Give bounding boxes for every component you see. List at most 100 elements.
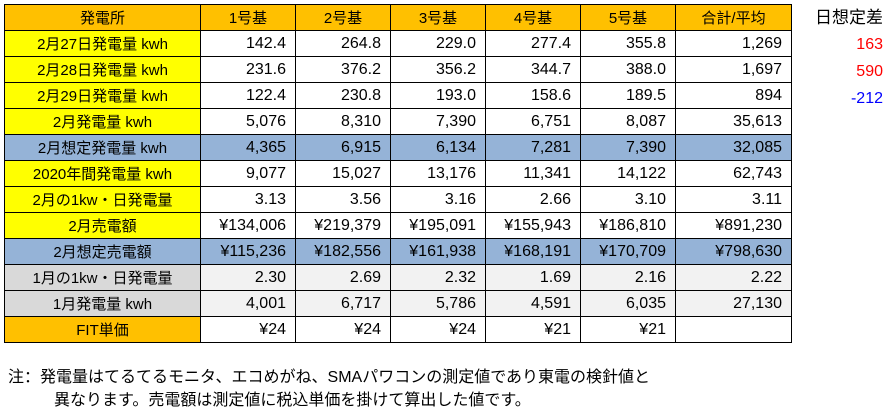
data-cell: 344.7 — [485, 56, 581, 83]
footnote-line-2: 異なります。売電額は測定値に税込単価を掛けて算出した値です。 — [54, 392, 531, 409]
header-total-average: 合計/平均 — [675, 4, 792, 31]
data-cell: 8,310 — [295, 108, 391, 135]
data-cell: ¥24 — [390, 316, 486, 343]
data-cell: 6,915 — [295, 134, 391, 161]
data-cell: ¥24 — [200, 316, 296, 343]
data-cell: 2.22 — [675, 264, 792, 291]
row-label: 2月27日発電量 kwh — [4, 30, 201, 57]
data-cell: 376.2 — [295, 56, 391, 83]
data-cell: 62,743 — [675, 160, 792, 187]
row-label: 2月想定発電量 kwh — [4, 134, 201, 161]
data-cell: 1,697 — [675, 56, 792, 83]
data-cell: 142.4 — [200, 30, 296, 57]
table-row-feb29-generation: 2月29日発電量 kwh 122.4 230.8 193.0 158.6 189… — [4, 82, 792, 109]
daily-diff-value-feb28: 590 — [856, 63, 883, 80]
table-row-feb-sales: 2月売電額 ¥134,006 ¥219,379 ¥195,091 ¥155,94… — [4, 212, 792, 239]
data-cell: ¥186,810 — [580, 212, 676, 239]
data-cell: 355.8 — [580, 30, 676, 57]
daily-expected-diff-panel: 日想定差 163 590 -212 — [793, 4, 887, 112]
data-cell: 229.0 — [390, 30, 486, 57]
data-cell: 4,591 — [485, 290, 581, 317]
data-cell: 2.69 — [295, 264, 391, 291]
data-cell: 1.69 — [485, 264, 581, 291]
data-cell: 2.32 — [390, 264, 486, 291]
row-label: FIT単価 — [4, 316, 201, 343]
data-cell: 3.56 — [295, 186, 391, 213]
data-cell: 3.11 — [675, 186, 792, 213]
data-cell: ¥115,236 — [200, 238, 296, 265]
data-cell: 388.0 — [580, 56, 676, 83]
row-label: 2月の1kw・日発電量 — [4, 186, 201, 213]
table-row-feb27-generation: 2月27日発電量 kwh 142.4 264.8 229.0 277.4 355… — [4, 30, 792, 57]
data-cell: 3.10 — [580, 186, 676, 213]
table-row-feb28-generation: 2月28日発電量 kwh 231.6 376.2 356.2 344.7 388… — [4, 56, 792, 83]
data-cell: 7,390 — [390, 108, 486, 135]
data-cell: 5,076 — [200, 108, 296, 135]
data-cell: 230.8 — [295, 82, 391, 109]
header-row: 発電所 1号基 2号基 3号基 4号基 5号基 合計/平均 — [4, 4, 792, 31]
row-label: 1月の1kw・日発電量 — [4, 264, 201, 291]
data-cell: 193.0 — [390, 82, 486, 109]
data-cell: ¥170,709 — [580, 238, 676, 265]
data-cell: 3.13 — [200, 186, 296, 213]
data-cell: 1,269 — [675, 30, 792, 57]
header-unit-3: 3号基 — [390, 4, 486, 31]
data-cell: 13,176 — [390, 160, 486, 187]
data-cell: ¥219,379 — [295, 212, 391, 239]
data-cell: 231.6 — [200, 56, 296, 83]
data-cell: ¥21 — [485, 316, 581, 343]
data-cell: 11,341 — [485, 160, 581, 187]
daily-diff-value-feb29: -212 — [850, 90, 883, 107]
header-unit-2: 2号基 — [295, 4, 391, 31]
data-cell: 6,751 — [485, 108, 581, 135]
row-label: 2月売電額 — [4, 212, 201, 239]
row-label: 1月発電量 kwh — [4, 290, 201, 317]
data-cell: 6,134 — [390, 134, 486, 161]
header-unit-1: 1号基 — [200, 4, 296, 31]
generation-table: 発電所 1号基 2号基 3号基 4号基 5号基 合計/平均 2月27日発電量 k… — [4, 4, 792, 343]
header-unit-4: 4号基 — [485, 4, 581, 31]
data-cell: 7,281 — [485, 134, 581, 161]
data-cell: 894 — [675, 82, 792, 109]
data-cell: 14,122 — [580, 160, 676, 187]
daily-diff-value-feb27: 163 — [856, 36, 883, 53]
table-row-2020-annual-generation: 2020年間発電量 kwh 9,077 15,027 13,176 11,341… — [4, 160, 792, 187]
data-cell: 6,035 — [580, 290, 676, 317]
data-cell: 5,786 — [390, 290, 486, 317]
row-label: 2月28日発電量 kwh — [4, 56, 201, 83]
header-unit-5: 5号基 — [580, 4, 676, 31]
data-cell — [675, 316, 792, 343]
row-label: 2020年間発電量 kwh — [4, 160, 201, 187]
data-cell: 158.6 — [485, 82, 581, 109]
footnote-line-1: 注：発電量はてるてるモニタ、エコめがね、SMAパワコンの測定値であり東電の検針値… — [8, 369, 651, 386]
data-cell: 2.30 — [200, 264, 296, 291]
data-cell: ¥24 — [295, 316, 391, 343]
data-cell: 27,130 — [675, 290, 792, 317]
row-label: 2月29日発電量 kwh — [4, 82, 201, 109]
data-cell: 7,390 — [580, 134, 676, 161]
data-cell: 2.16 — [580, 264, 676, 291]
data-cell: ¥195,091 — [390, 212, 486, 239]
table-row-feb-expected-generation: 2月想定発電量 kwh 4,365 6,915 6,134 7,281 7,39… — [4, 134, 792, 161]
data-cell: 4,365 — [200, 134, 296, 161]
row-label: 2月発電量 kwh — [4, 108, 201, 135]
data-cell: ¥155,943 — [485, 212, 581, 239]
table-row-feb-expected-sales: 2月想定売電額 ¥115,236 ¥182,556 ¥161,938 ¥168,… — [4, 238, 792, 265]
data-cell: 264.8 — [295, 30, 391, 57]
data-cell: ¥134,006 — [200, 212, 296, 239]
table-row-fit-unit-price: FIT単価 ¥24 ¥24 ¥24 ¥21 ¥21 — [4, 316, 792, 343]
data-cell: ¥168,191 — [485, 238, 581, 265]
header-plant: 発電所 — [4, 4, 201, 31]
data-cell: ¥182,556 — [295, 238, 391, 265]
data-cell: ¥891,230 — [675, 212, 792, 239]
daily-expected-diff-title: 日想定差 — [815, 8, 883, 27]
data-cell: 277.4 — [485, 30, 581, 57]
data-cell: 35,613 — [675, 108, 792, 135]
data-cell: ¥21 — [580, 316, 676, 343]
row-label: 2月想定売電額 — [4, 238, 201, 265]
data-cell: 356.2 — [390, 56, 486, 83]
data-cell: ¥161,938 — [390, 238, 486, 265]
data-cell: 6,717 — [295, 290, 391, 317]
data-cell: 122.4 — [200, 82, 296, 109]
data-cell: 15,027 — [295, 160, 391, 187]
